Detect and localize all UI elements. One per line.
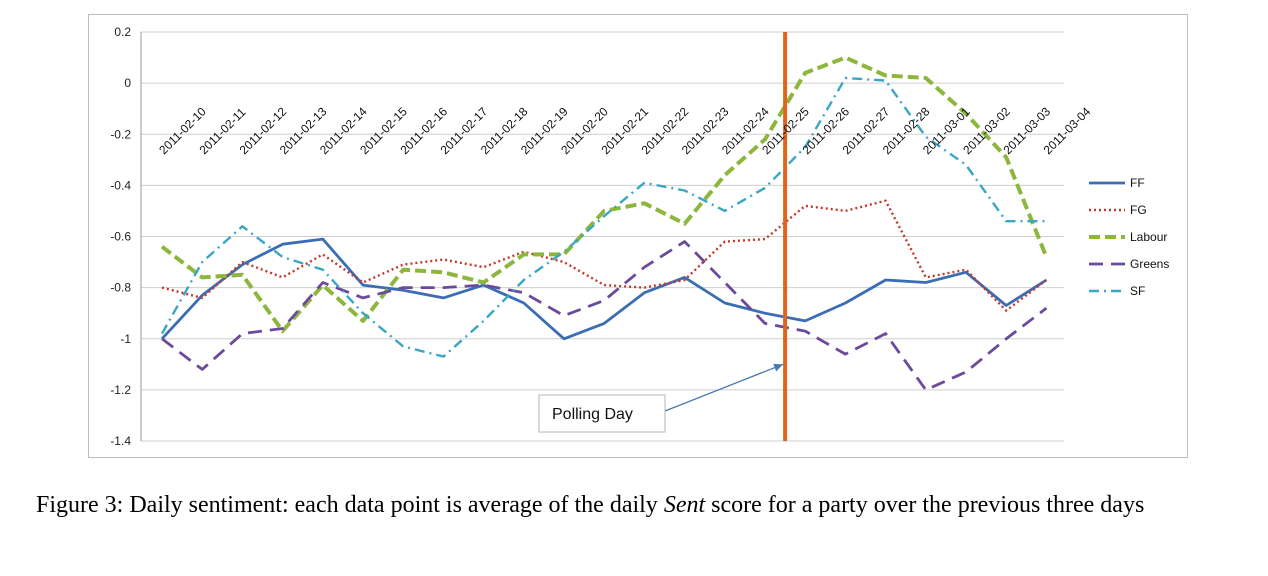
annotation-layer: Polling Day <box>538 363 784 433</box>
figure-frame: 0.2 0 -0.2 -0.4 -0.6 -0.8 -1 -1.2 -1.4 2011-02-1… <box>88 14 1188 458</box>
annotation-arrow <box>664 363 784 412</box>
y-tick-label: -1.4 <box>110 434 131 448</box>
figure-caption: Figure 3: Daily sentiment: each data poi… <box>36 488 1251 522</box>
y-tick-label: -0.4 <box>110 178 131 192</box>
caption-prefix: Figure 3: Daily sentiment: each data poi… <box>36 492 664 518</box>
y-tick-label: 0.2 <box>114 25 131 39</box>
caption-sent: Sent <box>663 492 706 518</box>
grid-layer <box>140 31 1064 442</box>
y-tick-labels: 0.2 0 -0.2 -0.4 -0.6 -0.8 -1 -1.2 -1.4 <box>110 25 131 448</box>
y-tick-label: 0 <box>124 76 131 90</box>
legend-label-sf: SF <box>1130 284 1145 298</box>
legend-label-fg: FG <box>1130 203 1147 217</box>
legend-label-labour: Labour <box>1130 230 1167 244</box>
caption-suffix: score for a party over the previous thre… <box>705 492 1145 518</box>
y-tick-label: -0.8 <box>110 281 131 295</box>
series-line-sf <box>160 76 1047 358</box>
legend: FF FG Labour Greens SF <box>1089 176 1169 298</box>
annotation-box <box>538 394 666 433</box>
series-line-greens <box>161 240 1048 392</box>
y-tick-label: -1.2 <box>110 383 131 397</box>
legend-label-greens: Greens <box>1130 257 1169 271</box>
series-line-fg <box>161 199 1048 312</box>
series-line-labour <box>160 55 1049 334</box>
annotation-label: Polling Day <box>552 406 633 423</box>
x-tick-labels: 2011-02-102011-02-112011-02-122011-02-13… <box>156 104 1093 157</box>
annotation-arrowhead <box>773 363 784 372</box>
sentiment-line-chart: 0.2 0 -0.2 -0.4 -0.6 -0.8 -1 -1.2 -1.4 2011-02-1… <box>110 25 1169 448</box>
y-tick-label: -1 <box>120 332 131 346</box>
series-lines <box>160 55 1049 392</box>
y-tick-label: -0.2 <box>110 127 131 141</box>
series-line-ff <box>160 237 1048 341</box>
legend-label-ff: FF <box>1130 176 1145 190</box>
y-tick-label: -0.6 <box>110 230 131 244</box>
